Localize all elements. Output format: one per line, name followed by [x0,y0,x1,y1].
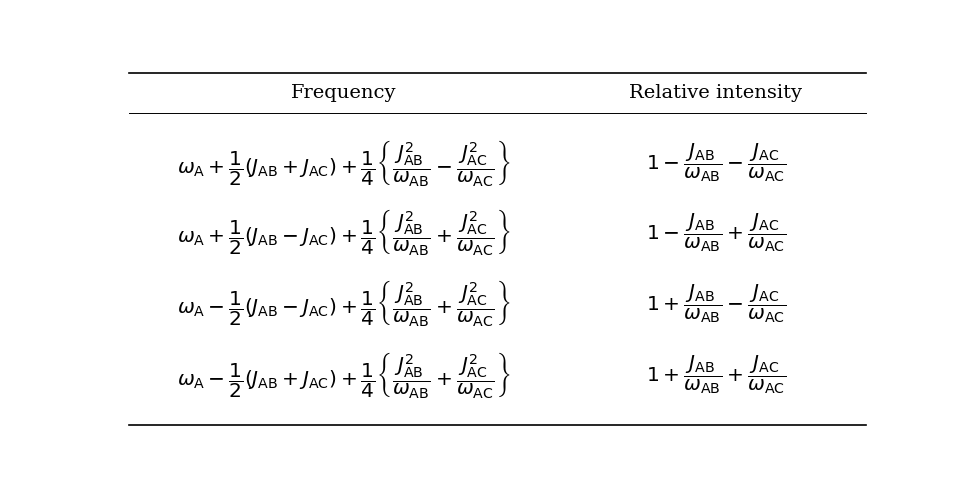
Text: $\omega_{\mathrm{A}} + \dfrac{1}{2}(J_{\mathrm{AB}} - J_{\mathrm{AC}}) + \dfrac{: $\omega_{\mathrm{A}} + \dfrac{1}{2}(J_{\… [177,208,510,257]
Text: $1 - \dfrac{J_{\mathrm{AB}}}{\omega_{\mathrm{AB}}} - \dfrac{J_{\mathrm{AC}}}{\om: $1 - \dfrac{J_{\mathrm{AB}}}{\omega_{\ma… [646,142,787,184]
Text: $\omega_{\mathrm{A}} + \dfrac{1}{2}(J_{\mathrm{AB}} + J_{\mathrm{AC}}) + \dfrac{: $\omega_{\mathrm{A}} + \dfrac{1}{2}(J_{\… [177,138,510,188]
Text: Relative intensity: Relative intensity [629,84,802,102]
Text: $\omega_{\mathrm{A}} - \dfrac{1}{2}(J_{\mathrm{AB}} + J_{\mathrm{AC}}) + \dfrac{: $\omega_{\mathrm{A}} - \dfrac{1}{2}(J_{\… [177,349,510,399]
Text: $1 - \dfrac{J_{\mathrm{AB}}}{\omega_{\mathrm{AB}}} + \dfrac{J_{\mathrm{AC}}}{\om: $1 - \dfrac{J_{\mathrm{AB}}}{\omega_{\ma… [646,211,787,254]
Text: $1 + \dfrac{J_{\mathrm{AB}}}{\omega_{\mathrm{AB}}} + \dfrac{J_{\mathrm{AC}}}{\om: $1 + \dfrac{J_{\mathrm{AB}}}{\omega_{\ma… [646,353,787,396]
Text: $1 + \dfrac{J_{\mathrm{AB}}}{\omega_{\mathrm{AB}}} - \dfrac{J_{\mathrm{AC}}}{\om: $1 + \dfrac{J_{\mathrm{AB}}}{\omega_{\ma… [646,282,787,325]
Text: $\omega_{\mathrm{A}} - \dfrac{1}{2}(J_{\mathrm{AB}} - J_{\mathrm{AC}}) + \dfrac{: $\omega_{\mathrm{A}} - \dfrac{1}{2}(J_{\… [177,278,510,329]
Text: Frequency: Frequency [290,84,396,102]
